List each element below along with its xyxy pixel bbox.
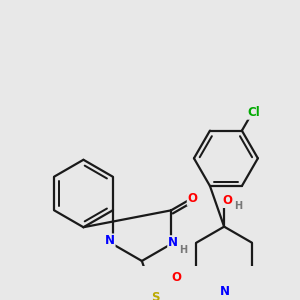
Text: H: H xyxy=(234,201,242,211)
Text: N: N xyxy=(105,234,115,247)
Text: O: O xyxy=(171,271,181,284)
Text: N: N xyxy=(168,236,178,249)
Text: Cl: Cl xyxy=(247,106,260,119)
Text: O: O xyxy=(223,194,233,207)
Text: H: H xyxy=(179,245,188,255)
Text: S: S xyxy=(152,291,160,300)
Text: N: N xyxy=(220,285,230,298)
Text: O: O xyxy=(187,192,197,205)
